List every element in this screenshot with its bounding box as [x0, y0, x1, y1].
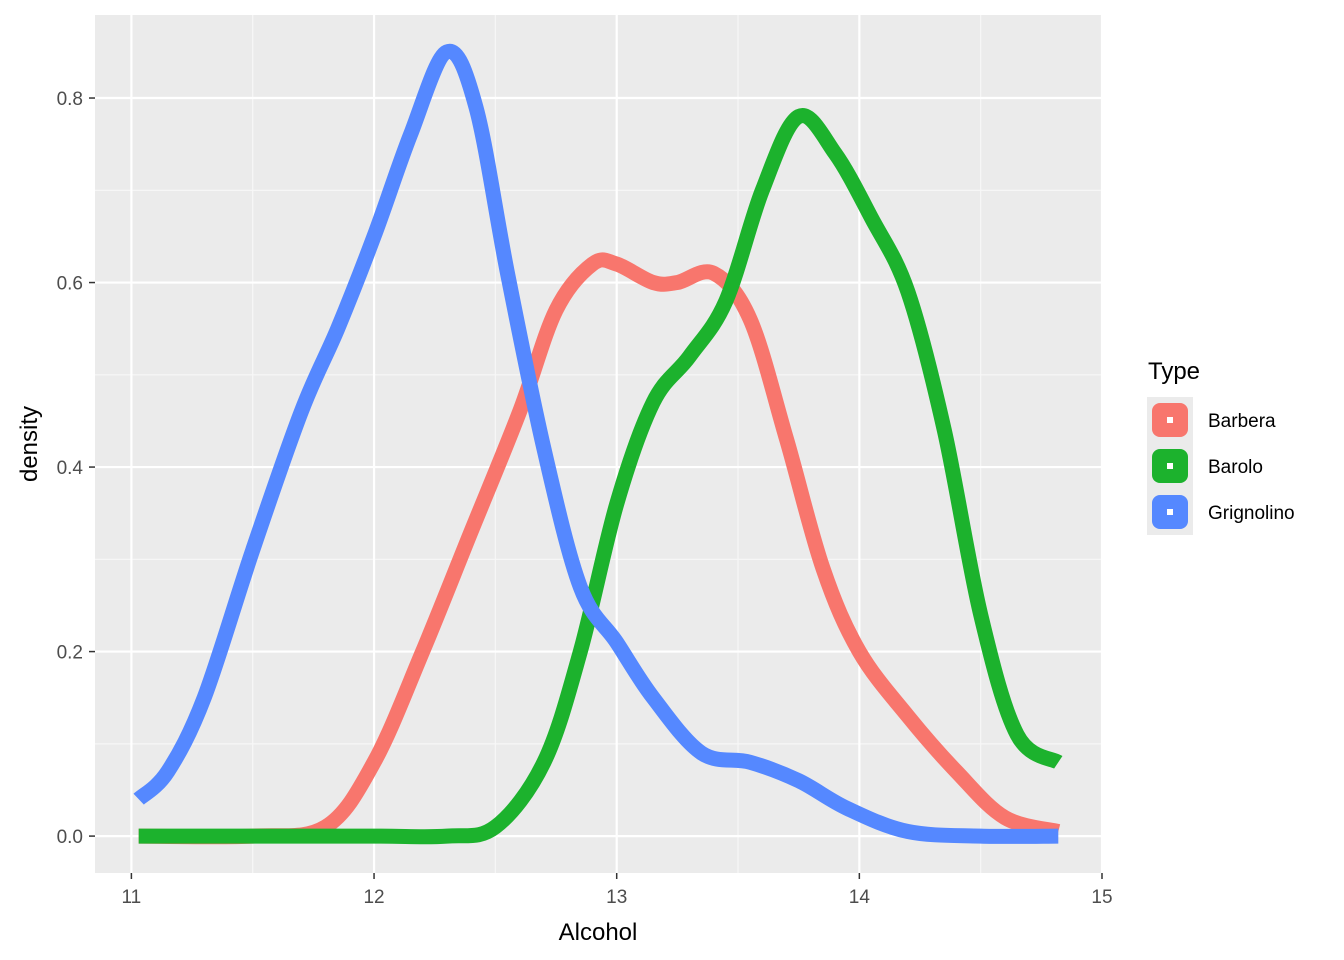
- y-tick-label: 0.2: [57, 643, 83, 664]
- legend-swatch-dot: [1167, 509, 1173, 515]
- x-tick-label: 13: [606, 887, 627, 908]
- series-line-barolo: [138, 108, 1063, 845]
- legend-item-grignolino: Grignolino: [1147, 489, 1295, 535]
- legend-swatch-dot: [1167, 417, 1173, 423]
- legend-label: Barbera: [1208, 411, 1276, 432]
- legend-item-barolo: Barolo: [1147, 443, 1263, 489]
- major-gridlines: [95, 15, 1104, 873]
- x-tick-label: 11: [122, 887, 142, 908]
- x-axis-ticks: 11 12 13 14 15: [122, 873, 1113, 908]
- legend: Type Barbera Barolo Grignolino: [1147, 358, 1295, 535]
- y-axis-ticks: 0.0 0.2 0.4 0.6 0.8: [57, 89, 95, 848]
- y-tick-label: 0.6: [57, 274, 83, 295]
- plot-panel: [95, 15, 1102, 873]
- series-line-grignolino: [133, 43, 1059, 844]
- legend-item-barbera: Barbera: [1147, 397, 1276, 443]
- series-line-barbera: [138, 252, 1061, 845]
- series-lines: [133, 43, 1063, 845]
- y-axis-title: density: [16, 406, 43, 482]
- x-tick-label: 15: [1091, 887, 1112, 908]
- legend-label: Grignolino: [1208, 503, 1295, 524]
- y-tick-label: 0.4: [57, 458, 84, 479]
- y-tick-label: 0.0: [57, 827, 83, 848]
- x-tick-label: 14: [849, 887, 871, 908]
- legend-label: Barolo: [1208, 457, 1263, 478]
- x-tick-label: 12: [363, 887, 384, 908]
- y-tick-label: 0.8: [57, 89, 83, 110]
- legend-swatch-dot: [1167, 463, 1173, 469]
- x-axis-title: Alcohol: [559, 919, 638, 946]
- legend-title: Type: [1148, 358, 1200, 385]
